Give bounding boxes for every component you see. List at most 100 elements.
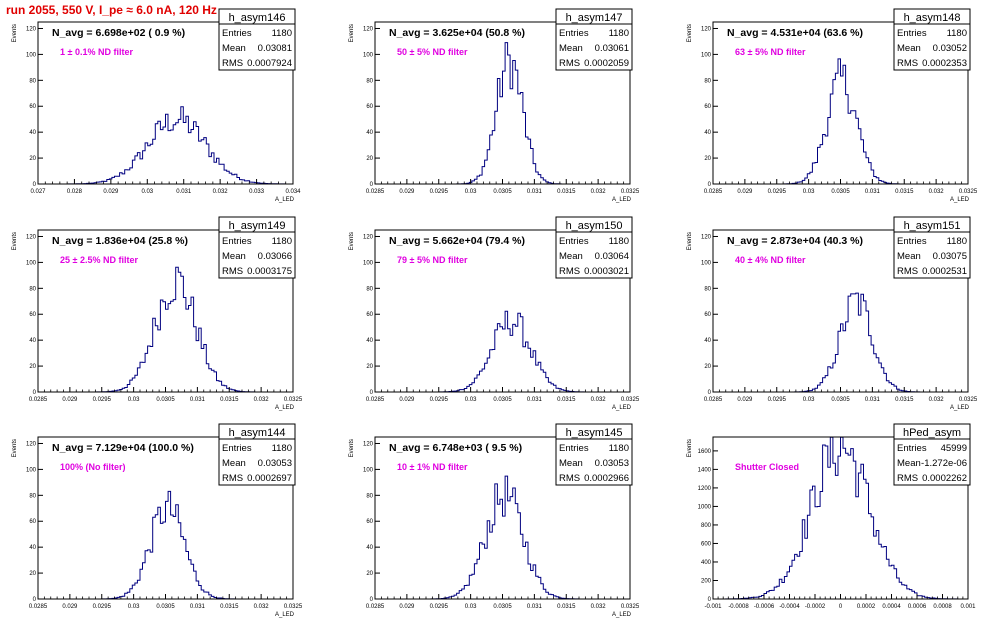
y-tick-label: 80 — [366, 78, 373, 84]
stats-box — [893, 8, 971, 71]
y-tick-label: 800 — [701, 523, 712, 529]
y-tick-label: 0 — [370, 390, 374, 396]
x-tick-label: 0.031 — [176, 189, 192, 195]
x-tick-label: 0.031 — [865, 397, 881, 403]
stats-box — [555, 216, 633, 279]
filter-annotation: 79 ± 5% ND filter — [397, 255, 468, 265]
x-tick-label: 0.0004 — [882, 604, 901, 610]
histogram-line — [713, 292, 968, 393]
stats-box — [218, 8, 296, 71]
x-tick-label: 0.031 — [865, 189, 881, 195]
x-axis-label: A_LED — [275, 197, 295, 203]
y-tick-label: 60 — [29, 104, 36, 110]
stats-rms-label: RMS — [559, 58, 580, 69]
stats-mean-label: Mean — [222, 458, 246, 469]
x-tick-label: -0.0006 — [754, 604, 775, 610]
stats-rms-value: 0.0002059 — [584, 58, 629, 69]
y-tick-label: 60 — [704, 312, 711, 318]
y-axis-label: Events — [12, 439, 18, 457]
histogram-name: h_asym149 — [229, 220, 286, 232]
x-tick-label: 0.03 — [465, 604, 477, 610]
y-tick-label: 20 — [704, 364, 711, 370]
stats-entries-label: Entries — [222, 236, 252, 247]
histogram-name: h_asym151 — [904, 220, 961, 232]
histogram-title: N_avg = 5.662e+04 (79.4 %) — [389, 235, 525, 247]
x-tick-label: 0.032 — [591, 397, 607, 403]
x-tick-label: 0.0305 — [156, 397, 175, 403]
y-axis-label: Events — [687, 232, 693, 250]
stats-mean-value: 0.03064 — [595, 251, 629, 262]
stats-rms-label: RMS — [222, 58, 243, 69]
x-tick-label: 0.0285 — [366, 189, 385, 195]
y-tick-label: 400 — [701, 560, 712, 566]
y-tick-label: 20 — [704, 156, 711, 162]
histogram-panel-h_asym149: 0.0285 0.029 0.0295 0.03 0.0305 0.031 0.0315 0.… — [12, 216, 303, 411]
x-tick-label: 0.027 — [30, 189, 46, 195]
y-tick-label: 40 — [366, 338, 373, 344]
y-tick-label: 20 — [366, 571, 373, 577]
stats-entries-label: Entries — [897, 28, 927, 39]
y-tick-label: 100 — [363, 260, 374, 266]
histogram-line — [38, 106, 293, 185]
x-tick-label: 0.0325 — [621, 189, 640, 195]
y-tick-label: 0 — [370, 182, 374, 188]
histogram-name: hPed_asym — [903, 427, 961, 439]
y-tick-label: 0 — [708, 182, 712, 188]
y-axis-label: Events — [349, 232, 355, 250]
x-axis-label: A_LED — [612, 405, 632, 411]
stats-mean-value: 0.03053 — [595, 458, 629, 469]
plot-frame — [37, 21, 294, 185]
stats-rms-value: 0.0007924 — [247, 58, 292, 69]
x-tick-label: 0.029 — [737, 397, 753, 403]
stats-box — [893, 423, 971, 486]
y-tick-label: 80 — [366, 286, 373, 292]
y-axis-label: Events — [12, 232, 18, 250]
y-tick-label: 100 — [701, 52, 712, 58]
stats-entries-value: 1180 — [609, 443, 629, 454]
filter-annotation: 1 ± 0.1% ND filter — [60, 47, 133, 57]
y-axis-label: Events — [349, 24, 355, 42]
stats-rms-label: RMS — [222, 266, 243, 277]
histogram-name: h_asym148 — [904, 12, 961, 24]
stats-entries-label: Entries — [559, 28, 589, 39]
x-tick-label: 0.029 — [62, 397, 78, 403]
x-axis-label: A_LED — [275, 405, 295, 411]
y-axis-label: Events — [12, 24, 18, 42]
title-background — [721, 232, 897, 248]
x-tick-label: -0.001 — [704, 604, 722, 610]
y-tick-label: 1000 — [698, 504, 712, 510]
y-tick-label: 1200 — [698, 486, 712, 492]
stats-rms-value: 0.0003021 — [584, 266, 629, 277]
stats-entries-label: Entries — [897, 443, 927, 454]
x-tick-label: 0.03 — [803, 397, 815, 403]
title-background — [383, 232, 559, 248]
histogram-panel-h_asym151: 0.0285 0.029 0.0295 0.03 0.0305 0.031 0.0315 0.… — [687, 216, 978, 411]
stats-rms-value: 0.0002262 — [922, 473, 967, 484]
y-tick-label: 40 — [704, 338, 711, 344]
filter-annotation: 63 ± 5% ND filter — [735, 47, 806, 57]
x-tick-label: 0.0285 — [366, 604, 385, 610]
x-tick-label: 0.032 — [591, 189, 607, 195]
stats-rms-value: 0.0002966 — [584, 473, 629, 484]
x-tick-label: 0.0315 — [557, 189, 576, 195]
stats-entries-value: 1180 — [947, 28, 967, 39]
y-tick-label: 120 — [363, 441, 374, 447]
y-axis-label: Events — [349, 439, 355, 457]
y-tick-label: 20 — [29, 571, 36, 577]
y-tick-label: 60 — [29, 519, 36, 525]
stats-mean-label: Mean — [897, 43, 921, 54]
y-tick-label: 60 — [366, 312, 373, 318]
stats-entries-label: Entries — [559, 236, 589, 247]
x-tick-label: 0.0295 — [430, 604, 449, 610]
y-tick-label: 0 — [33, 182, 37, 188]
x-axis-label: A_LED — [950, 405, 970, 411]
filter-annotation: 100% (No filter) — [60, 462, 126, 472]
x-tick-label: 0.0002 — [857, 604, 876, 610]
histogram-title: N_avg = 4.531e+04 (63.6 %) — [727, 27, 863, 39]
y-tick-label: 40 — [366, 545, 373, 551]
x-tick-label: 0.0295 — [768, 189, 787, 195]
y-tick-label: 120 — [26, 441, 37, 447]
histogram-name: h_asym150 — [566, 220, 623, 232]
x-tick-label: 0 — [839, 604, 843, 610]
x-tick-label: 0.0285 — [704, 397, 723, 403]
